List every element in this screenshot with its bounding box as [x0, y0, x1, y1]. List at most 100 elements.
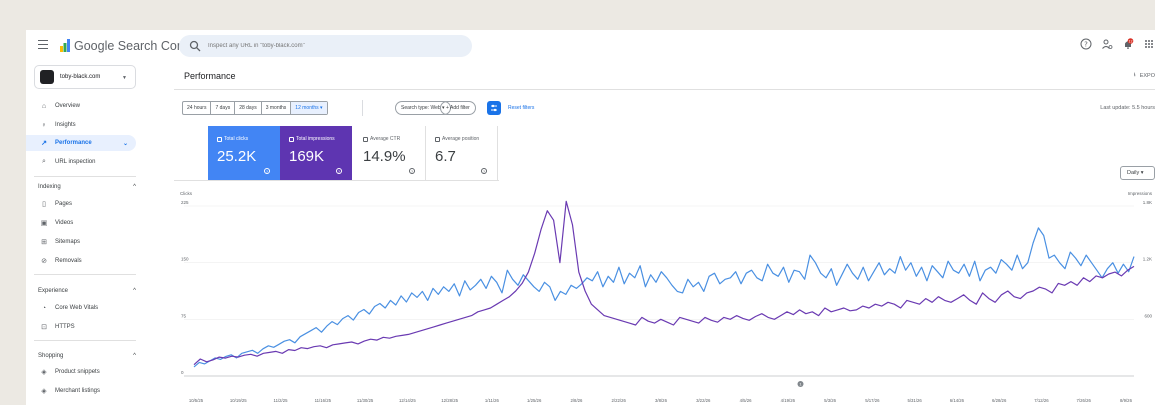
metric-checkbox: Average CTR: [363, 136, 400, 142]
property-selector[interactable]: toby-black.com ▼: [34, 65, 136, 89]
left-tick-label: 0: [181, 370, 184, 375]
section-label: Indexing: [38, 184, 61, 190]
sidebar-item-removals[interactable]: ⊘ Removals: [26, 253, 136, 269]
x-tick-label: 4/19/26: [781, 398, 796, 403]
right-tick-label: 1.2K: [1143, 257, 1152, 262]
sidebar-item-product-snippets[interactable]: ◈ Product snippets: [26, 364, 136, 380]
sidebar-item-label: Sitemaps: [55, 239, 81, 245]
trending-up-icon: ↗: [41, 140, 47, 147]
date-range-7-days[interactable]: 7 days: [211, 102, 236, 114]
header-divider: [174, 89, 1155, 90]
checkbox-unchecked-icon: [363, 136, 368, 142]
last-update-text: Last update: 5.5 hours: [1100, 105, 1155, 111]
help-icon[interactable]: ?: [409, 168, 415, 174]
section-experience[interactable]: Experience ^: [38, 288, 136, 294]
help-icon[interactable]: ?: [481, 168, 487, 174]
compare-filter-icon[interactable]: [487, 101, 501, 115]
help-icon[interactable]: ?: [264, 168, 270, 174]
metric-card-total-impressions[interactable]: Total impressions 169K ?: [280, 126, 352, 180]
sidebar-item-core-web-vitals[interactable]: ◔ Core Web Vitals: [26, 300, 136, 316]
sidebar-item-videos[interactable]: ▣ Videos: [26, 215, 136, 231]
x-tick-label: 5/3/26: [824, 398, 837, 403]
notifications-icon[interactable]: 12: [1122, 38, 1134, 50]
sidebar-item-https[interactable]: ⊡ HTTPS: [26, 319, 136, 335]
svg-text:?: ?: [1084, 41, 1088, 49]
x-tick-label: 2/22/26: [612, 398, 627, 403]
sidebar-item-label: Core Web Vitals: [55, 305, 99, 311]
checkbox-checked-icon: [289, 136, 294, 142]
url-inspect-input[interactable]: [208, 43, 458, 49]
metric-card-total-clicks[interactable]: Total clicks 25.2K ?: [208, 126, 280, 180]
account-settings-icon[interactable]: [1101, 38, 1113, 50]
menu-icon[interactable]: [38, 40, 48, 49]
date-range-chips: 24 hours 7 days 28 days 3 months 12 mont…: [182, 101, 328, 115]
sidebar-item-pages[interactable]: ▯ Pages: [26, 196, 136, 212]
section-label: Shopping: [38, 353, 64, 359]
date-range-12-months[interactable]: 12 months ▾: [291, 102, 327, 114]
sidebar-divider: [34, 176, 136, 177]
sidebar-item-performance[interactable]: ↗ Performance ⌄: [26, 135, 136, 151]
sidebar-item-label: Videos: [55, 220, 74, 226]
add-filter-button[interactable]: + Add filter: [440, 101, 476, 115]
apps-grid-icon[interactable]: [1143, 38, 1155, 50]
sidebar-divider: [34, 274, 136, 275]
x-tick-label: 1/11/26: [485, 398, 500, 403]
search-console-logo: [60, 39, 70, 52]
sidebar-item-label: Insights: [55, 122, 76, 128]
x-tick-label: 10/19/25: [230, 398, 247, 403]
reset-filters-link[interactable]: Reset filters: [508, 105, 535, 111]
chevron-down-icon: ▼: [122, 75, 127, 81]
sidebar-item-url-inspection[interactable]: ⌕ URL inspection: [26, 154, 136, 170]
granularity-select[interactable]: Daily ▾: [1120, 166, 1155, 180]
x-tick-label: 5/31/26: [907, 398, 922, 403]
tag-icon: ◈: [41, 369, 47, 376]
date-range-3-months[interactable]: 3 months: [262, 102, 292, 114]
help-icon[interactable]: ?: [1080, 38, 1092, 50]
x-tick-label: 12/28/25: [441, 398, 458, 403]
download-icon: ⭳: [1133, 72, 1136, 78]
metric-label: Average CTR: [370, 136, 401, 142]
performance-chart: Clicks Impressions 225 150 75 0 1.8K 1.2K 600 10/…: [180, 191, 1153, 403]
metric-card-average-position[interactable]: Average position 6.7 ?: [426, 126, 498, 180]
sidebar-item-sitemaps[interactable]: ⊞ Sitemaps: [26, 234, 136, 250]
sidebar: toby-black.com ▼ ⌂ Overview ♀ Insights ↗…: [26, 62, 174, 405]
property-name: toby-black.com: [60, 74, 101, 80]
x-tick-label: 8/9/26: [1120, 398, 1133, 403]
metric-label: Average position: [442, 136, 480, 142]
right-tick-label: 1.8K: [1143, 200, 1152, 205]
help-icon[interactable]: ?: [336, 168, 342, 174]
x-tick-label: 4/5/26: [740, 398, 753, 403]
metric-card-average-ctr[interactable]: Average CTR 14.9% ?: [354, 126, 426, 180]
sidebar-item-insights[interactable]: ♀ Insights: [26, 117, 136, 133]
app-brand[interactable]: Google Search Console: [74, 39, 207, 53]
chevron-up-icon: ^: [133, 184, 136, 190]
x-tick-label: 10/5/25: [189, 398, 204, 403]
sidebar-item-merchant-listings[interactable]: ◈ Merchant listings: [26, 383, 136, 399]
metric-label: Total clicks: [224, 136, 249, 142]
property-avatar: [40, 70, 54, 84]
section-indexing[interactable]: Indexing ^: [38, 184, 136, 190]
speed-icon: ◔: [41, 304, 47, 312]
url-inspect-search[interactable]: [179, 35, 472, 57]
x-tick-label: 6/28/26: [992, 398, 1007, 403]
sidebar-item-overview[interactable]: ⌂ Overview: [26, 98, 136, 114]
search-type-filter[interactable]: Search type: Web ▾: [395, 101, 451, 115]
right-tick-label: 600: [1144, 313, 1152, 318]
metric-checkbox: Average position: [435, 136, 479, 142]
sidebar-item-label: HTTPS: [55, 324, 75, 330]
chevron-up-icon: ^: [133, 353, 136, 359]
x-tick-label: 3/8/26: [655, 398, 668, 403]
x-tick-label: 6/14/26: [950, 398, 965, 403]
right-axis-label: Impressions: [1128, 191, 1153, 196]
main-content: Performance ⭳ EXPO 24 hours 7 days 28 da…: [174, 62, 1155, 405]
page-title: Performance: [184, 71, 236, 81]
removals-icon: ⊘: [41, 258, 47, 265]
metric-checkbox: Total impressions: [289, 136, 335, 142]
export-button[interactable]: ⭳ EXPO: [1134, 71, 1155, 80]
metric-value: 14.9%: [363, 148, 406, 165]
date-range-24-hours[interactable]: 24 hours: [183, 102, 212, 114]
search-icon: [189, 40, 201, 52]
section-shopping[interactable]: Shopping ^: [38, 353, 136, 359]
date-range-28-days[interactable]: 28 days: [235, 102, 262, 114]
sitemap-icon: ⊞: [41, 239, 47, 246]
